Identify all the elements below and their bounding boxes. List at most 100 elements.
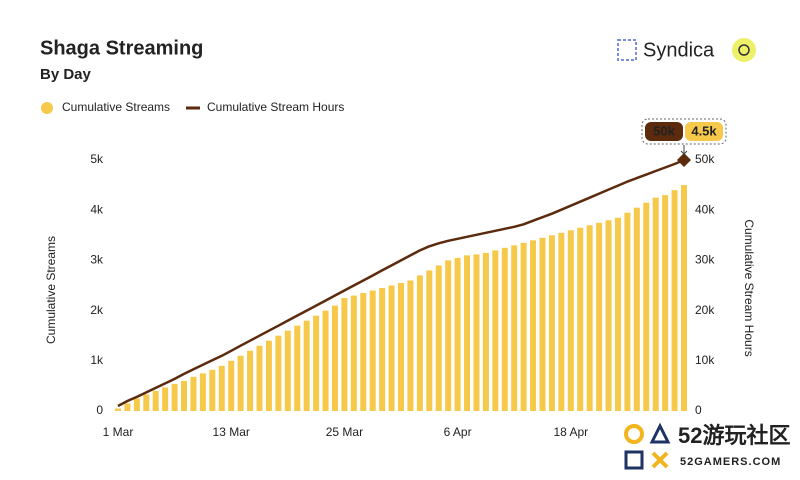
y2-tick-label: 50k [695, 152, 715, 166]
bar [633, 207, 640, 411]
bar [501, 247, 508, 411]
y-tick-label: 4k [90, 202, 104, 216]
bar [662, 195, 669, 411]
bar [181, 380, 188, 411]
y2-tick-label: 30k [695, 253, 715, 267]
bar [464, 255, 471, 411]
bar [407, 280, 414, 411]
y-tick-label: 0 [96, 403, 103, 417]
bar [133, 398, 140, 411]
bar [445, 260, 452, 411]
y-tick-label: 1k [90, 353, 104, 367]
line-end-marker [677, 153, 691, 167]
legend-label: Cumulative Stream Hours [207, 100, 344, 114]
chart-subtitle: By Day [40, 66, 92, 83]
brand-badge-icon [738, 44, 750, 56]
line [117, 158, 685, 408]
bar [492, 250, 499, 411]
y2-tick-label: 20k [695, 303, 715, 317]
bar [171, 383, 178, 411]
bar [369, 290, 376, 411]
bar [313, 315, 320, 411]
brand-badge [732, 38, 756, 62]
bar [624, 212, 631, 411]
watermark-text: 52GAMERS.COM [680, 456, 781, 468]
bar [379, 288, 386, 411]
brand-logo: Syndica [617, 38, 756, 62]
watermark-icon [624, 450, 644, 470]
legend-label: Cumulative Streams [62, 100, 170, 114]
watermark-icon [649, 422, 671, 444]
bar [530, 240, 537, 411]
bar [256, 345, 263, 411]
bar [247, 350, 254, 411]
bar [567, 230, 574, 411]
watermark-text: 52游玩社区 [678, 423, 790, 448]
bar [341, 298, 348, 411]
bar [275, 335, 282, 411]
bar [284, 330, 291, 411]
bar [237, 355, 244, 411]
brand-icon [617, 39, 637, 61]
bar [558, 232, 565, 411]
bar [115, 408, 121, 411]
bar [398, 282, 404, 411]
tooltip-box [685, 122, 723, 141]
bar [416, 275, 423, 411]
bar [435, 265, 442, 411]
bar [350, 295, 357, 411]
bar [454, 257, 461, 411]
y-tick-label: 3k [90, 253, 104, 267]
bar [652, 197, 659, 411]
y-tick-label: 2k [90, 303, 104, 317]
bar [303, 320, 310, 411]
x-tick-label: 1 Mar [103, 425, 134, 439]
y2-tick-label: 10k [695, 353, 715, 367]
tooltip-value: 4.5k [691, 123, 717, 138]
y-tick-label: 5k [90, 152, 104, 166]
bar [520, 242, 527, 411]
bar [209, 369, 216, 411]
tooltip-box [645, 122, 683, 141]
watermark-icon [651, 451, 669, 469]
tooltip-pointer [680, 145, 688, 155]
bar [388, 285, 395, 411]
legend-swatch [41, 102, 53, 114]
tooltip-value: 50k [653, 123, 675, 138]
chart-title: Shaga Streaming [40, 37, 203, 59]
bar [218, 365, 225, 411]
y2-axis-title: Cumulative Stream Hours [742, 219, 756, 356]
bar [199, 373, 206, 411]
bar [265, 340, 272, 411]
bar [681, 185, 687, 411]
y-axis-title: Cumulative Streams [44, 236, 58, 344]
x-tick-label: 25 Mar [326, 425, 363, 439]
x-tick-label: 6 Apr [444, 425, 472, 439]
tooltip: 50k 4.5k [641, 118, 727, 155]
y2-tick-label: 0 [695, 403, 702, 417]
bar [577, 227, 584, 411]
bar [511, 245, 518, 411]
bar [643, 202, 650, 411]
bar [586, 225, 593, 411]
bar [614, 217, 621, 411]
bar [426, 270, 433, 411]
x-tick-label: 13 Mar [213, 425, 250, 439]
bar [294, 325, 301, 411]
watermark-icon [624, 424, 644, 444]
bar [605, 220, 612, 411]
x-tick-label: 18 Apr [553, 425, 588, 439]
bar [152, 390, 159, 411]
watermark: 52游玩社区 52GAMERS.COM [624, 422, 790, 470]
y2-tick-label: 40k [695, 202, 715, 216]
bar [596, 222, 603, 411]
bar [482, 252, 489, 411]
brand-name: Syndica [643, 39, 715, 61]
bar [228, 360, 235, 411]
bar [473, 254, 480, 411]
bar [143, 394, 150, 411]
bar [539, 237, 546, 411]
bar [331, 305, 338, 411]
bar [190, 376, 197, 411]
